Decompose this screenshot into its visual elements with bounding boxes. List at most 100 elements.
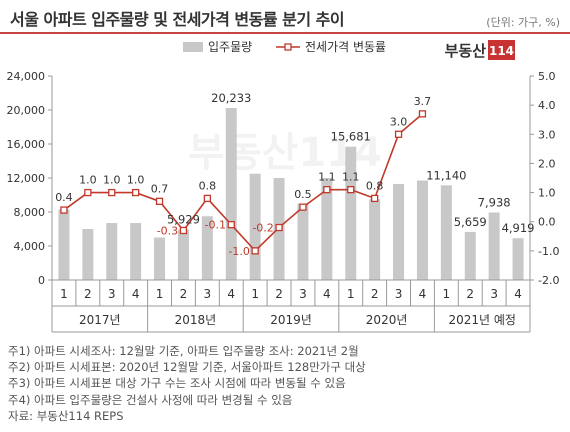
line-layer (60, 110, 427, 255)
bar-q7 (201, 216, 213, 280)
line-marker-q2 (84, 188, 92, 197)
x-tick-label: 3 (490, 287, 498, 301)
y-right-tick-label: 0.0 (538, 216, 556, 229)
bar-data-label: 5,659 (454, 215, 487, 229)
year-label: 2019년 (270, 313, 312, 327)
year-label: 2020년 (366, 313, 408, 327)
line-marker-q11 (299, 203, 307, 211)
x-tick-label: 1 (443, 287, 451, 301)
y-right-tick-label: 5.0 (538, 70, 556, 83)
x-tick-label: 1 (60, 287, 68, 301)
bar-q9 (249, 173, 261, 280)
line-marker-q12 (323, 186, 331, 194)
source-note: 자료: 부동산114 REPS (8, 408, 124, 423)
line-data-label: 3.7 (414, 95, 432, 108)
line-marker-q16 (418, 110, 427, 118)
line-data-label: -1.0 (228, 245, 249, 258)
x-tick-label: 3 (299, 287, 307, 301)
bar-q4 (130, 223, 142, 280)
bar-q15 (393, 183, 405, 280)
bar-q5 (154, 237, 166, 280)
x-tick-label: 2 (180, 287, 188, 301)
chart: 부동산114 04,0008,00012,00016,00020,00024,0… (7, 40, 559, 333)
bar-q12 (321, 178, 333, 280)
bar-q6 (177, 229, 189, 280)
bar-q3 (106, 223, 118, 280)
y-left-tick-label: 24,000 (7, 70, 46, 83)
line-data-label: 0.5 (294, 188, 312, 201)
x-tick-label: 3 (204, 287, 212, 301)
unit-label: (단위: 가구, %) (486, 16, 560, 29)
line-data-label: -0.2 (252, 222, 273, 235)
line-marker-q10 (275, 223, 283, 232)
y-right-tick-label: -2.0 (538, 274, 559, 287)
line-marker-q8 (227, 220, 235, 229)
y-left-tick-label: 16,000 (7, 138, 46, 151)
bar-q17 (440, 185, 452, 280)
brand-name: 부동산 (445, 42, 487, 60)
line-marker-q4 (131, 188, 140, 197)
bar-q19 (488, 212, 500, 280)
labels-layer: 0.4 1.0 1.0 1.0 0.7 -0.3 0.8 -0.1-1.0-0.2 0.5 1.1… (55, 91, 534, 258)
x-tick-label: 4 (323, 287, 331, 301)
x-tick-label: 1 (251, 287, 259, 301)
line-marker-q5 (155, 197, 164, 205)
bar-data-label: 7,938 (478, 196, 511, 210)
bar-data-label: 20,233 (211, 91, 251, 105)
y-left-tick-label: 20,000 (7, 104, 46, 117)
y-left-tick-label: 4,000 (14, 240, 46, 253)
bar-data-label: 11,140 (426, 168, 466, 182)
year-label: 2017년 (79, 313, 121, 327)
line-data-label: 0.7 (151, 182, 169, 195)
legend-bar-label: 입주물량 (208, 40, 252, 54)
brand-number: 114 (489, 44, 514, 58)
line-data-label: 1.1 (318, 171, 336, 184)
legend-line-label: 전세가격 변동률 (305, 40, 386, 54)
bar-q1 (58, 209, 70, 280)
line-marker-q13 (347, 186, 355, 194)
bar-q16 (416, 180, 428, 280)
bar-data-label: 4,919 (502, 221, 535, 235)
x-tick-label: 4 (132, 287, 140, 301)
x-tick-label: 2 (466, 287, 474, 301)
y-left-tick-label: 12,000 (7, 172, 46, 185)
brand-badge (488, 40, 515, 60)
y-right-tick-label: 1.0 (538, 187, 556, 200)
y-left-tick-label: 0 (38, 274, 45, 287)
bar-q2 (82, 229, 94, 280)
title-divider (0, 32, 570, 34)
x-tick-label: 2 (371, 287, 379, 301)
line-series (63, 113, 423, 253)
bar-q11 (297, 203, 309, 280)
line-data-label: 1.1 (342, 171, 360, 184)
x-tick-label: 4 (227, 287, 235, 301)
axes-layer: 0 4,000 8,000 12,000 16,000 20,000 24,000 -2.0 -… (7, 70, 559, 333)
line-data-label: 0.8 (199, 179, 217, 192)
line-data-label: 1.0 (127, 174, 145, 187)
footnote-3: 주3) 아파트 시세표본 대상 가구 수는 조사 시점에 따라 변동될 수 있음 (8, 376, 346, 391)
x-tick-label: 4 (514, 287, 522, 301)
chart-title: 서울 아파트 입주물량 및 전세가격 변동률 분기 추이 (10, 10, 345, 29)
brand-logo: 부동산 114 (445, 40, 515, 60)
line-data-label: 3.0 (390, 115, 408, 128)
line-marker-q3 (108, 188, 116, 197)
line-data-label: 1.0 (79, 174, 97, 187)
bar-q8 (225, 108, 237, 280)
x-tick-label: 3 (108, 287, 116, 301)
y-right-tick-label: -1.0 (538, 245, 559, 258)
line-marker-q15 (394, 130, 403, 138)
x-tick-label: 1 (156, 287, 164, 301)
year-label: 2018년 (175, 313, 217, 327)
line-data-label: 1.0 (103, 174, 121, 187)
x-tick-label: 4 (419, 287, 427, 301)
line-marker-q6 (179, 226, 188, 235)
bar-data-label: 15,681 (331, 130, 371, 144)
footnote-2: 주2) 아파트 시세표본: 2020년 12월말 기준, 서울아파트 128만가… (8, 360, 366, 375)
bar-q13 (345, 146, 357, 280)
legend-line-marker (284, 43, 292, 51)
line-marker-q7 (203, 194, 212, 203)
x-tick-label: 1 (347, 287, 355, 301)
line-marker-q1 (60, 206, 68, 214)
x-tick-label: 3 (395, 287, 403, 301)
legend-bar-swatch (183, 42, 203, 52)
